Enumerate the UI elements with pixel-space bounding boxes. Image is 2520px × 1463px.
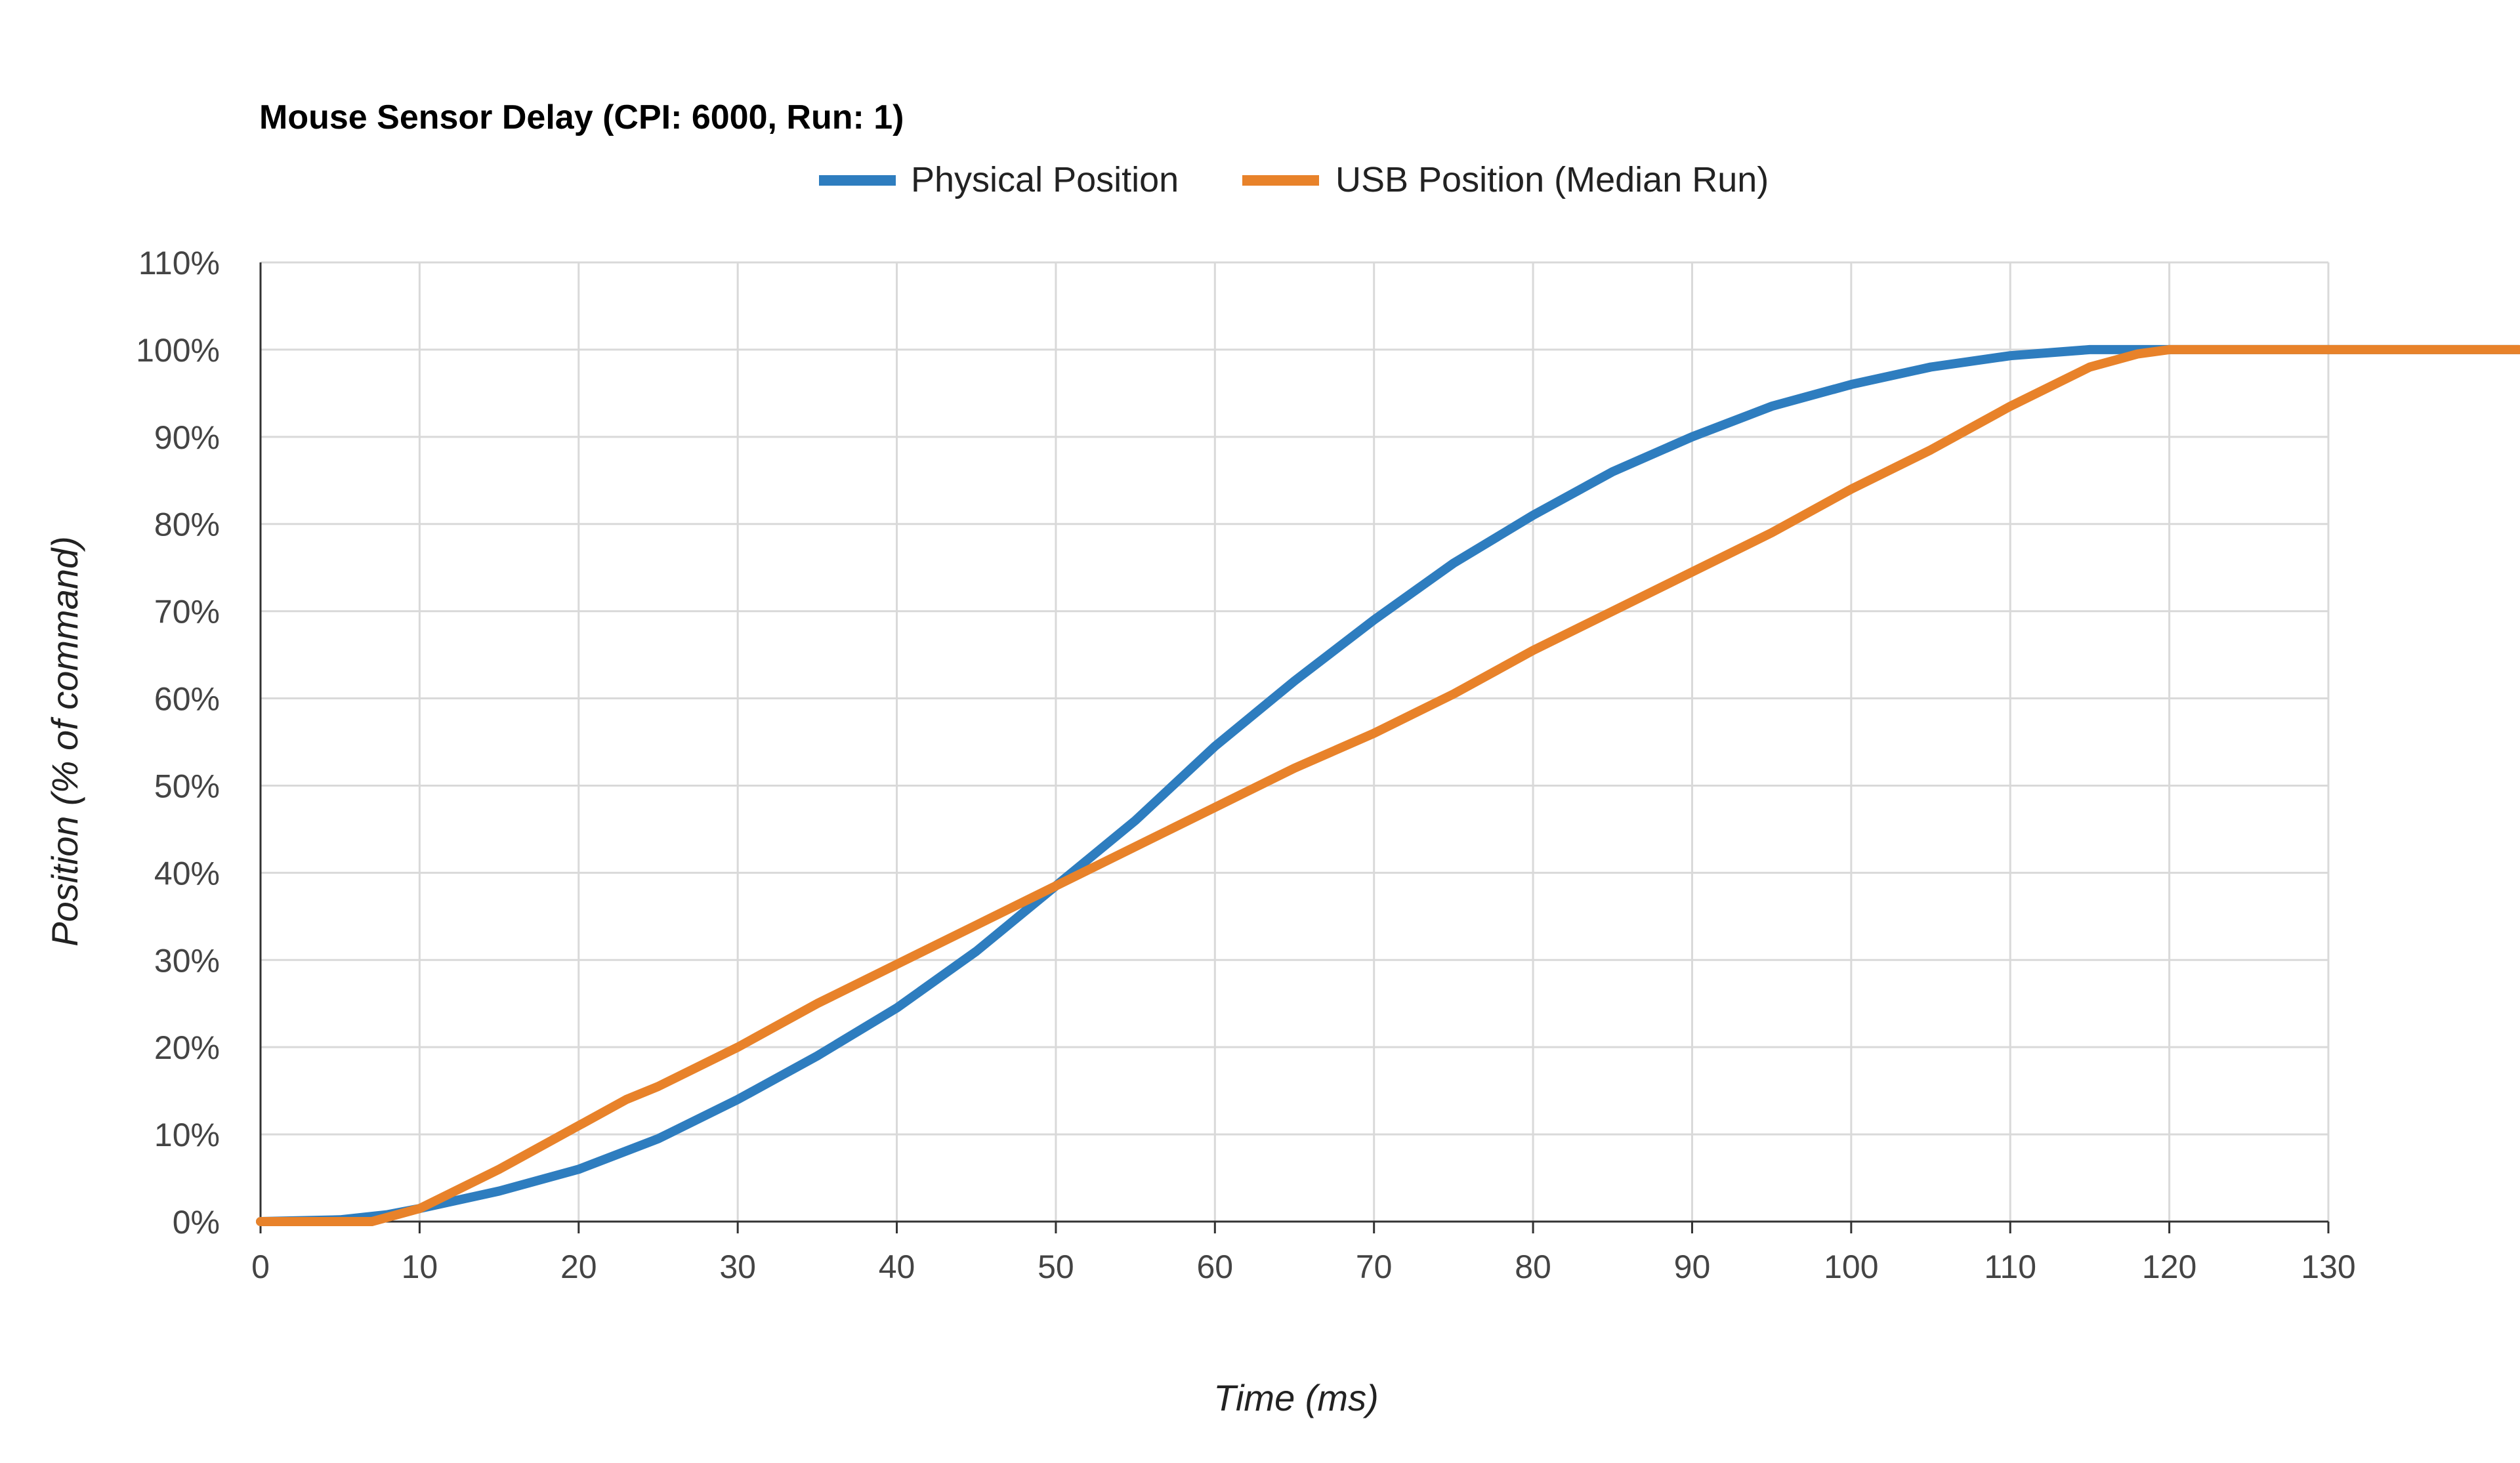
gridlines	[261, 261, 2330, 1222]
axes	[259, 262, 2328, 1223]
y-axis-title: Position (% of command)	[44, 536, 85, 947]
y-axis-ticks: 0% 10% 20% 30% 40% 50% 60% 70% 80% 90% 100% 110%	[136, 245, 220, 1241]
chart-title: Mouse Sensor Delay (CPI: 6000, Run: 1)	[259, 98, 904, 136]
x-tick-label-110: 110	[1984, 1248, 2036, 1285]
x-tick-label-130: 130	[2301, 1248, 2355, 1285]
x-tick-label-50: 50	[1038, 1248, 1074, 1285]
x-tick-label-10: 10	[402, 1248, 438, 1285]
x-axis-title: Time (ms)	[1213, 1377, 1378, 1418]
y-tick-label-3: 30%	[154, 942, 220, 979]
y-tick-label-9: 90%	[154, 419, 220, 456]
y-tick-label-11: 110%	[138, 245, 220, 281]
y-tick-label-10: 100%	[136, 332, 220, 369]
x-tick-label-30: 30	[719, 1248, 756, 1285]
series-line-usb-position	[256, 344, 2520, 1226]
x-tick-label-100: 100	[1824, 1248, 1878, 1285]
y-tick-label-8: 80%	[154, 506, 220, 543]
series-line-physical-position	[256, 344, 2520, 1226]
x-tick-label-0: 0	[251, 1248, 270, 1285]
x-tick-label-70: 70	[1356, 1248, 1393, 1285]
x-tick-label-60: 60	[1196, 1248, 1233, 1285]
legend-label-usb-position: USB Position (Median Run)	[1335, 160, 1769, 199]
x-tick-label-20: 20	[560, 1248, 597, 1285]
legend: Physical Position USB Position (Median R…	[819, 160, 1769, 199]
y-tick-label-5: 50%	[154, 768, 220, 804]
x-tick-label-90: 90	[1674, 1248, 1711, 1285]
series-lines	[256, 344, 2520, 1226]
y-tick-label-4: 40%	[154, 855, 220, 892]
y-tick-label-6: 60%	[154, 681, 220, 718]
x-tick-label-80: 80	[1515, 1248, 1551, 1285]
y-tick-label-0: 0%	[173, 1204, 220, 1241]
y-tick-label-7: 70%	[154, 594, 220, 630]
legend-label-physical-position: Physical Position	[911, 160, 1179, 199]
x-tick-label-120: 120	[2142, 1248, 2196, 1285]
x-tick-label-40: 40	[879, 1248, 915, 1285]
x-axis-ticks: 0 10 20 30 40 50 60 70 80 90 100 110 120 130	[251, 1222, 2356, 1285]
y-tick-label-2: 20%	[154, 1029, 220, 1066]
y-tick-label-1: 10%	[154, 1117, 220, 1153]
